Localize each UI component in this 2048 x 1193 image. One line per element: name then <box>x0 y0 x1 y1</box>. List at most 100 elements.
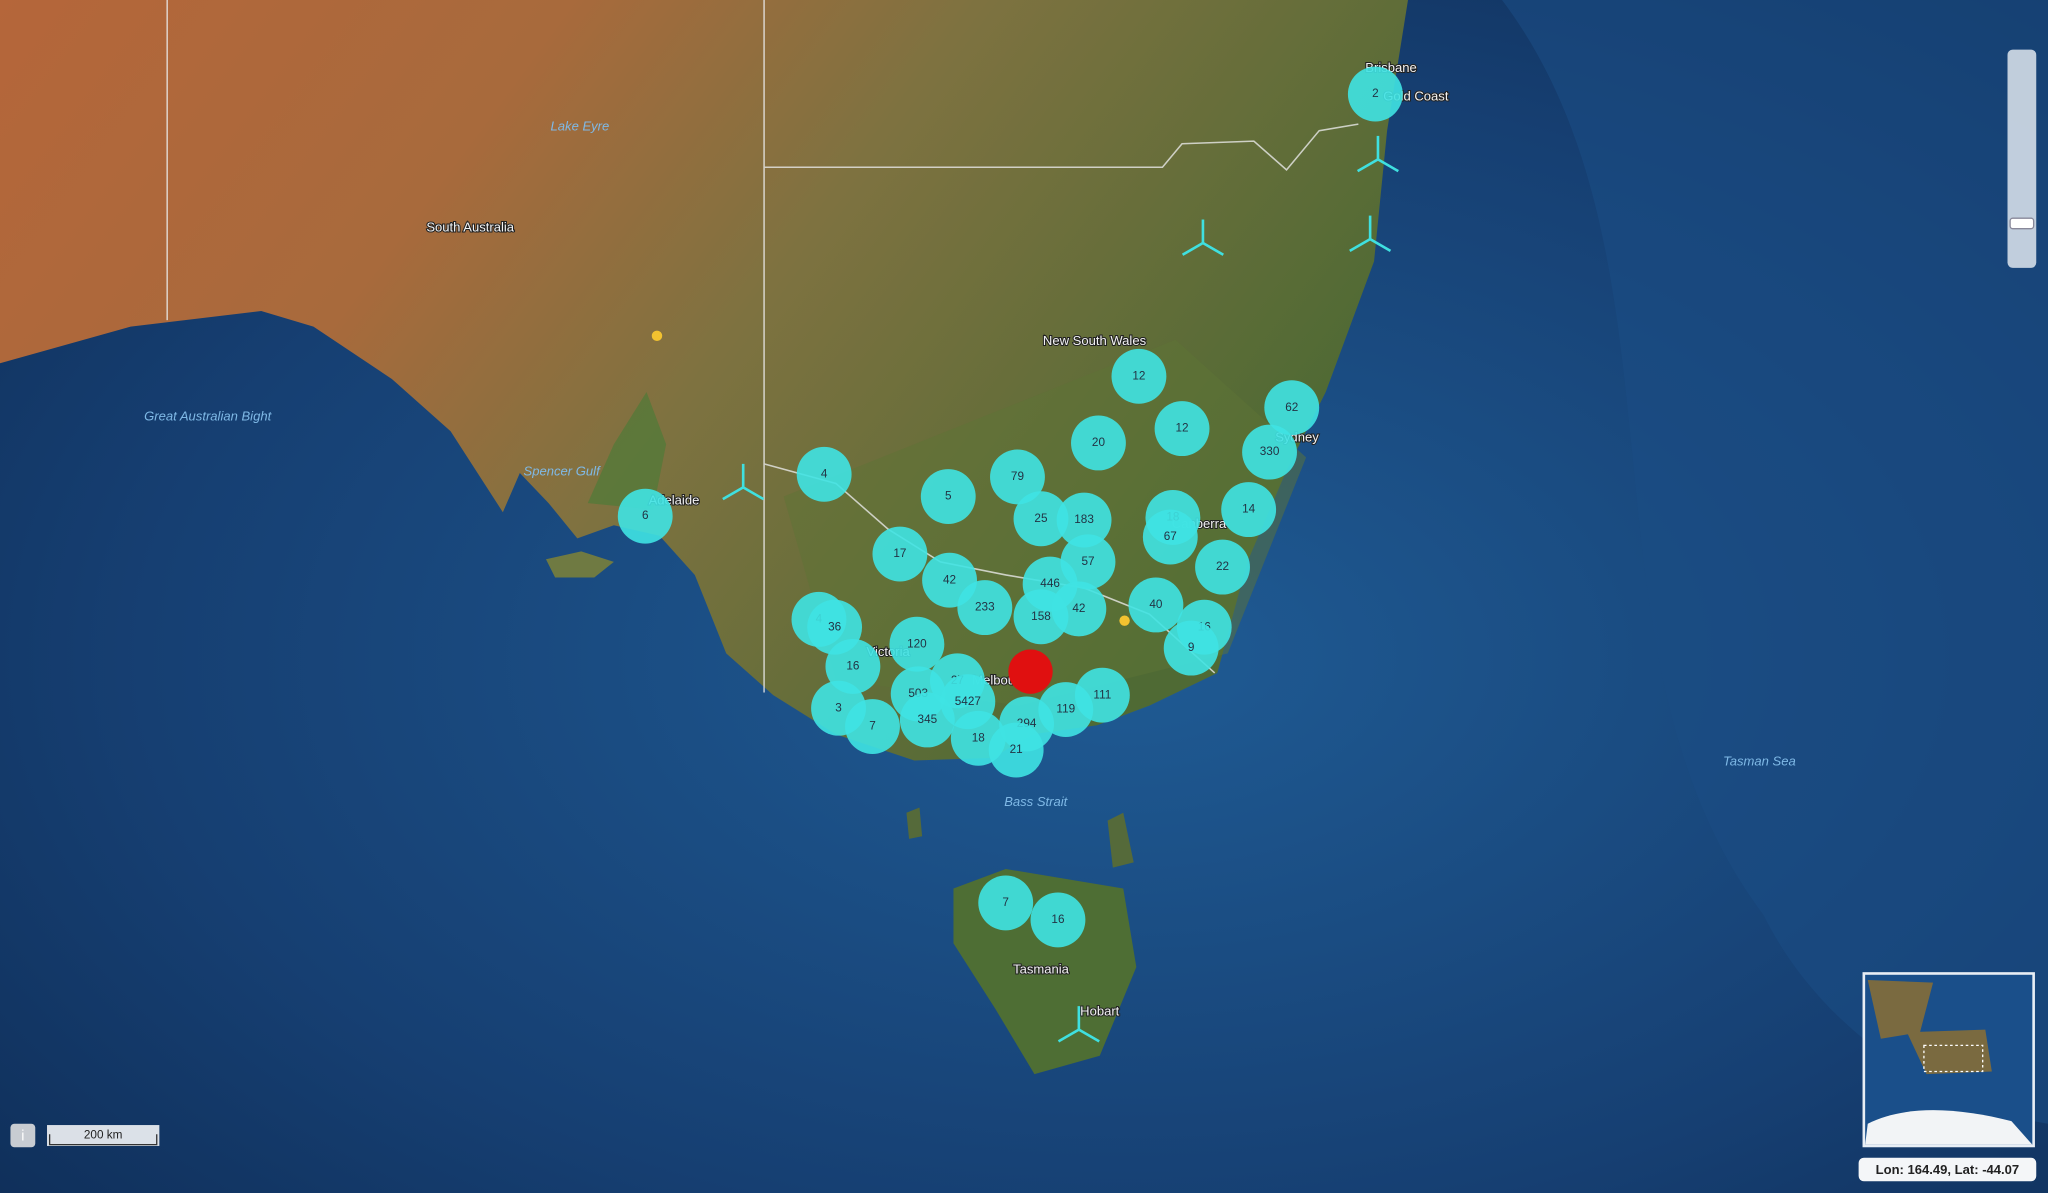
wind-marker[interactable] <box>1356 135 1399 173</box>
cluster-count[interactable]: 25 <box>1034 512 1048 525</box>
cluster[interactable]: 233 <box>957 580 1013 636</box>
wind-marker[interactable] <box>1181 219 1224 256</box>
cluster-circle[interactable] <box>872 526 928 582</box>
cluster-circle[interactable] <box>1051 581 1107 637</box>
cluster-count[interactable]: 22 <box>1216 560 1229 573</box>
cluster-circle[interactable] <box>1264 380 1320 436</box>
cluster-count[interactable]: 14 <box>1242 503 1256 516</box>
cluster[interactable]: 183 <box>1056 492 1112 548</box>
cluster-circle[interactable] <box>1111 348 1167 404</box>
cluster[interactable]: 7 <box>978 875 1034 931</box>
wind-marker[interactable] <box>1349 215 1392 253</box>
cluster-count[interactable]: 21 <box>1010 743 1023 756</box>
cluster-count[interactable]: 16 <box>1051 913 1065 926</box>
cluster-count[interactable]: 36 <box>828 620 842 633</box>
cluster[interactable]: 25 <box>1013 491 1069 547</box>
cluster-circle[interactable] <box>990 449 1045 505</box>
cluster-count[interactable]: 158 <box>1031 610 1051 623</box>
cluster[interactable]: 40 <box>1128 577 1184 633</box>
cluster[interactable]: 7 <box>845 699 900 754</box>
cluster[interactable]: 14 <box>1221 482 1277 538</box>
cluster[interactable]: 345 <box>899 692 955 748</box>
cluster-circle[interactable] <box>845 699 900 754</box>
cluster[interactable]: 6 <box>617 488 673 544</box>
cluster-count[interactable]: 345 <box>918 713 938 726</box>
cluster-count[interactable]: 12 <box>1176 422 1189 435</box>
cluster-count[interactable]: 42 <box>1072 602 1085 615</box>
cluster-circle[interactable] <box>1195 539 1250 595</box>
cluster[interactable]: 16 <box>825 638 881 694</box>
cluster-circle[interactable] <box>1221 482 1277 538</box>
cluster-circle[interactable] <box>825 638 881 694</box>
cluster-count[interactable]: 40 <box>1149 598 1163 611</box>
info-button[interactable] <box>10 1123 36 1148</box>
cluster-circle[interactable] <box>1142 509 1198 565</box>
cluster[interactable]: 21 <box>988 722 1044 778</box>
point-marker[interactable] <box>651 330 663 342</box>
cluster-circle[interactable] <box>899 692 955 748</box>
cluster-count[interactable]: 7 <box>869 720 876 733</box>
cluster-count[interactable]: 119 <box>1056 703 1075 716</box>
cluster[interactable]: 12 <box>1154 401 1210 457</box>
cluster[interactable]: 42 <box>1051 581 1107 637</box>
cluster-count[interactable]: 120 <box>907 637 927 650</box>
cluster[interactable]: 20 <box>1071 415 1126 471</box>
cluster[interactable]: 5 <box>920 469 976 524</box>
cluster-circle[interactable] <box>1056 492 1112 548</box>
point-marker[interactable] <box>1119 615 1130 626</box>
selected-marker[interactable] <box>1008 649 1053 694</box>
cluster[interactable]: 16 <box>1030 892 1086 948</box>
cluster-circle[interactable] <box>957 580 1013 636</box>
cluster-count[interactable]: 57 <box>1081 555 1094 568</box>
cluster-count[interactable]: 3 <box>835 701 842 714</box>
cluster-circle[interactable] <box>1071 415 1126 471</box>
cluster-circle[interactable] <box>617 488 673 544</box>
cluster-count[interactable]: 5 <box>945 490 952 503</box>
cluster-circle[interactable] <box>1013 491 1069 547</box>
cluster-circle[interactable] <box>920 469 976 524</box>
cluster-circle[interactable] <box>1242 424 1297 480</box>
cluster-count[interactable]: 111 <box>1093 688 1111 701</box>
cluster-count[interactable]: 9 <box>1188 641 1195 654</box>
cluster-count[interactable]: 18 <box>972 731 986 744</box>
cluster-circle[interactable] <box>1030 892 1086 948</box>
wind-marker[interactable] <box>722 463 765 501</box>
cluster-count[interactable]: 42 <box>943 573 956 586</box>
cluster-count[interactable]: 62 <box>1285 401 1298 414</box>
cluster-circle[interactable] <box>1347 66 1403 122</box>
cluster-count[interactable]: 183 <box>1074 513 1094 526</box>
info-button-label[interactable]: i <box>21 1129 24 1145</box>
cluster[interactable]: 67 <box>1142 509 1198 565</box>
cluster-count[interactable]: 6 <box>642 509 649 522</box>
zoom-handle[interactable] <box>2009 217 2035 230</box>
cluster-circle[interactable] <box>889 616 945 672</box>
cluster[interactable]: 79 <box>990 449 1045 505</box>
cluster[interactable]: 9 <box>1163 620 1219 676</box>
cluster-count[interactable]: 5427 <box>955 695 981 708</box>
zoom-slider[interactable] <box>2007 49 2037 268</box>
cluster-circle[interactable] <box>1154 401 1210 457</box>
cluster[interactable]: 330 <box>1242 424 1297 480</box>
cluster-circle[interactable] <box>1163 620 1219 676</box>
cluster[interactable]: 4 <box>796 446 852 502</box>
cluster-count[interactable]: 17 <box>893 547 906 560</box>
cluster[interactable]: 120 <box>889 616 945 672</box>
cluster-count[interactable]: 12 <box>1132 369 1145 382</box>
cluster-count[interactable]: 233 <box>975 601 995 614</box>
cluster-count[interactable]: 2 <box>1372 87 1379 100</box>
cluster-count[interactable]: 16 <box>846 660 860 673</box>
cluster[interactable]: 62 <box>1264 380 1320 436</box>
cluster-count[interactable]: 67 <box>1164 530 1177 543</box>
cluster-count[interactable]: 4 <box>821 467 828 480</box>
cluster-circle[interactable] <box>1128 577 1184 633</box>
wind-marker[interactable] <box>1057 1006 1100 1043</box>
cluster-circle[interactable] <box>978 875 1034 931</box>
cluster-count[interactable]: 330 <box>1260 445 1280 458</box>
cluster-count[interactable]: 7 <box>1002 896 1009 909</box>
cluster-circle[interactable] <box>988 722 1044 778</box>
cluster[interactable]: 2 <box>1347 66 1403 122</box>
cluster-circle[interactable] <box>796 446 852 502</box>
cluster-count[interactable]: 79 <box>1011 470 1024 483</box>
cluster-count[interactable]: 446 <box>1040 577 1060 590</box>
cluster[interactable]: 12 <box>1111 348 1167 404</box>
